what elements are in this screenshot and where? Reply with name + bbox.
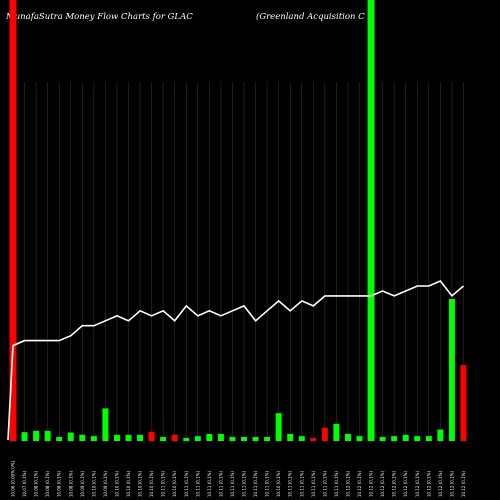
- bar: [67, 432, 74, 441]
- bar: [344, 433, 351, 441]
- x-tick-label: 10.08 (0.1%): [34, 471, 39, 497]
- x-tick-label: 10.11 (0.1%): [184, 471, 189, 497]
- bar: [102, 408, 109, 441]
- bar: [217, 433, 224, 441]
- bar: [171, 434, 178, 441]
- bar: [194, 436, 201, 441]
- company-name: (Greenland Acquisition C: [256, 12, 365, 22]
- bar: [321, 427, 328, 441]
- bar: [160, 437, 167, 441]
- x-tick-label: 10.11 (0.1%): [311, 471, 316, 497]
- chart-title: MunafaSutra Money Flow Charts for GLAC: [6, 12, 193, 22]
- bar: [241, 437, 247, 441]
- x-tick-label: 10.11 (0.1%): [207, 471, 212, 497]
- x-tick-label: 10.12 (0.1%): [345, 471, 350, 497]
- x-tick-label: 10.12 (0.1%): [415, 471, 420, 497]
- x-tick-label: 10.11 (0.1%): [218, 471, 223, 497]
- bar: [113, 434, 120, 441]
- x-tick-label: 10.12 (0.1%): [357, 471, 362, 497]
- x-tick-label: 10.06 (0.00% 0%): [11, 460, 16, 497]
- x-tick-label: 10.11 (0.1%): [253, 471, 258, 497]
- bar: [33, 430, 40, 441]
- bar: [310, 437, 317, 441]
- x-tick-label: 10.11 (0.1%): [299, 471, 304, 497]
- x-tick-label: 10.11 (0.1%): [334, 471, 339, 497]
- x-tick-label: 10.08 (0.1%): [68, 471, 73, 497]
- x-tick-label: 10.12 (0.1%): [461, 471, 466, 497]
- x-tick-label: 10.12 (0.1%): [438, 471, 443, 497]
- x-tick-label: 10.10 (0.1%): [149, 471, 154, 497]
- x-tick-label: 10.12 (0.1%): [380, 471, 385, 497]
- bar: [56, 437, 63, 441]
- x-tick-label: 10.08 (0.1%): [57, 471, 62, 497]
- x-tick-label: 10.08 (0.1%): [45, 471, 50, 497]
- x-tick-label: 10.11 (0.1%): [195, 471, 200, 497]
- bar: [137, 434, 144, 441]
- x-tick-label: 10.11 (0.1%): [265, 471, 270, 497]
- bar: [333, 423, 340, 441]
- bar: [460, 365, 467, 441]
- bar: [425, 436, 432, 441]
- bar: [414, 436, 421, 441]
- x-tick-label: 10.12 (0.1%): [449, 471, 454, 497]
- bar: [183, 437, 190, 441]
- bar: [90, 436, 97, 441]
- bar: [437, 429, 444, 441]
- bar: [448, 298, 455, 441]
- x-tick-label: 10.11 (0.1%): [322, 471, 327, 497]
- x-tick-label: 10.10 (0.1%): [138, 471, 143, 497]
- x-tick-label: 10.11 (0.1%): [230, 471, 235, 497]
- bar: [21, 432, 28, 441]
- bar: [379, 437, 386, 441]
- x-tick-label: 10.09 (0.1%): [80, 471, 85, 497]
- bar: [402, 434, 409, 441]
- x-tick-label: 10.12 (0.1%): [392, 471, 397, 497]
- bar: [79, 434, 86, 441]
- money-flow-line: [7, 280, 465, 441]
- x-tick-label: 10.11 (0.1%): [242, 471, 247, 497]
- x-tick-label: 10.12 (0.1%): [403, 471, 408, 497]
- bar: [356, 436, 363, 441]
- bar: [367, 0, 375, 441]
- bar: [264, 437, 271, 441]
- x-tick-label: 10.10 (0.1%): [126, 471, 131, 497]
- x-tick-label: 10.09 (0.1%): [103, 471, 108, 497]
- bar: [44, 430, 51, 441]
- x-tick-label: 10.10 (0.1%): [114, 471, 119, 497]
- bar: [125, 434, 132, 441]
- x-tick-label: 10.10 (0.1%): [91, 471, 96, 497]
- bar: [229, 437, 236, 441]
- bar: [391, 436, 398, 441]
- bar: [9, 0, 17, 441]
- bar: [148, 431, 155, 441]
- x-tick-label: 10.12 (0.1%): [369, 471, 374, 497]
- bar: [206, 433, 213, 441]
- x-tick-label: 10.10 (0.1%): [276, 471, 281, 497]
- bar: [252, 437, 259, 441]
- bar: [298, 436, 305, 441]
- x-tick-label: 10.12 (0.1%): [426, 471, 431, 497]
- x-tick-label: 10.11 (0.1%): [288, 471, 293, 497]
- x-tick-label: 10.11 (0.1%): [161, 471, 166, 497]
- bar: [287, 433, 294, 441]
- bar: [275, 413, 282, 441]
- x-tick-label: 10.07 (0.1%): [22, 471, 27, 497]
- x-tick-label: 10.10 (0.1%): [172, 471, 177, 497]
